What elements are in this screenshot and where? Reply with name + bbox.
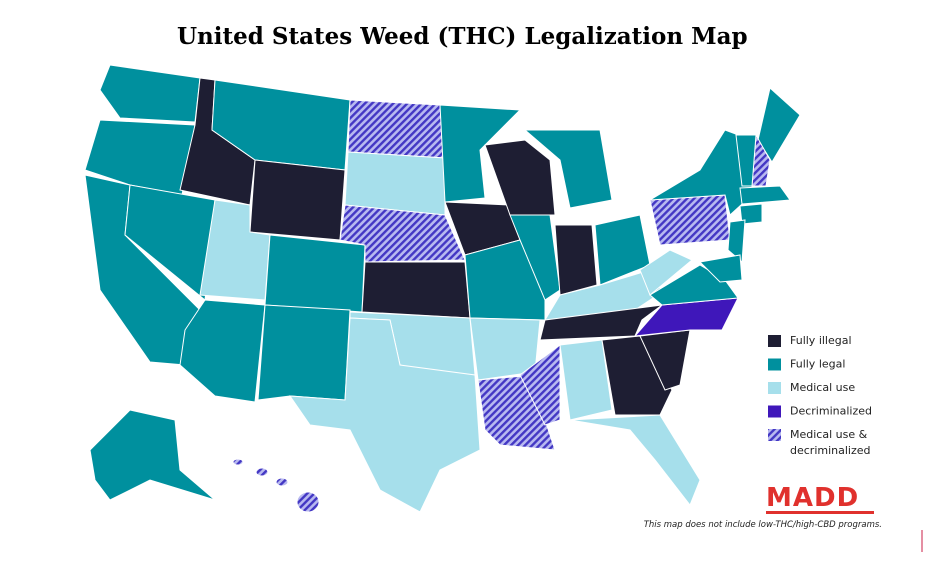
legend-label: Fully legal [790,358,845,371]
legend-swatch [768,429,781,441]
logo: MADD [766,483,859,513]
legend-swatch [768,382,781,394]
legend-label: Medical use [790,381,855,394]
edge-marker [921,530,923,552]
title: United States Weed (THC) Legalization Ma… [177,23,748,50]
legend: Fully illegal Fully legal Medical use Decri… [768,334,872,457]
footnote: This map does not include low-THC/high-C… [644,520,882,530]
legend-label: Fully illegal [790,334,852,347]
legend-label: Decriminalized [790,405,872,418]
legend-label-line: Medical use & [790,428,868,441]
legend-label: Medical use & decriminalized [790,428,871,457]
legend-swatch [768,358,781,371]
legend-label-line: decriminalized [790,444,871,457]
logo-underline [766,511,874,514]
legend-swatch [768,405,781,418]
legend-swatch [768,335,781,347]
us-map [84,64,801,513]
